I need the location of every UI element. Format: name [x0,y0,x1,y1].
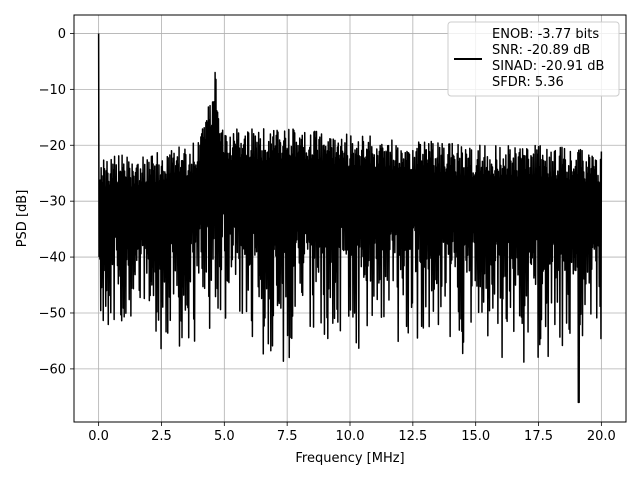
x-tick-label: 10.0 [336,429,365,444]
x-tick-label: 5.0 [214,429,235,444]
psd-series-line [97,33,603,404]
legend-entry-snr: SNR: -20.89 dB [492,43,590,58]
legend-entry-sfdr: SFDR: 5.36 [492,75,564,90]
y-tick-label: −60 [39,362,66,377]
y-axis-ticks: 0 −10 −20 −30 −40 −50 −60 [39,27,74,377]
x-tick-label: 20.0 [587,429,616,444]
legend-entry-sinad: SINAD: -20.91 dB [492,59,604,74]
y-axis-label: PSD [dB] [15,190,30,248]
x-axis-label: Frequency [MHz] [295,451,404,466]
x-tick-label: 15.0 [461,429,490,444]
x-axis-ticks: 0.0 2.5 5.0 7.5 10.0 12.5 15.0 17.5 20.0 [88,422,616,444]
x-tick-label: 2.5 [151,429,172,444]
x-tick-label: 0.0 [88,429,109,444]
y-tick-label: −50 [39,306,66,321]
x-tick-label: 17.5 [524,429,553,444]
legend-box [447,21,620,97]
legend: ENOB: -3.77 bits SNR: -20.89 dB SINAD: -… [447,21,620,97]
x-tick-label: 7.5 [277,429,298,444]
legend-entry-enob: ENOB: -3.77 bits [492,27,599,42]
y-tick-label: −20 [39,139,66,154]
x-tick-label: 12.5 [398,429,427,444]
y-tick-label: 0 [58,27,66,42]
plot-area [97,33,603,404]
y-tick-label: −10 [39,83,66,98]
y-tick-label: −40 [39,251,66,266]
y-tick-label: −30 [39,195,66,210]
